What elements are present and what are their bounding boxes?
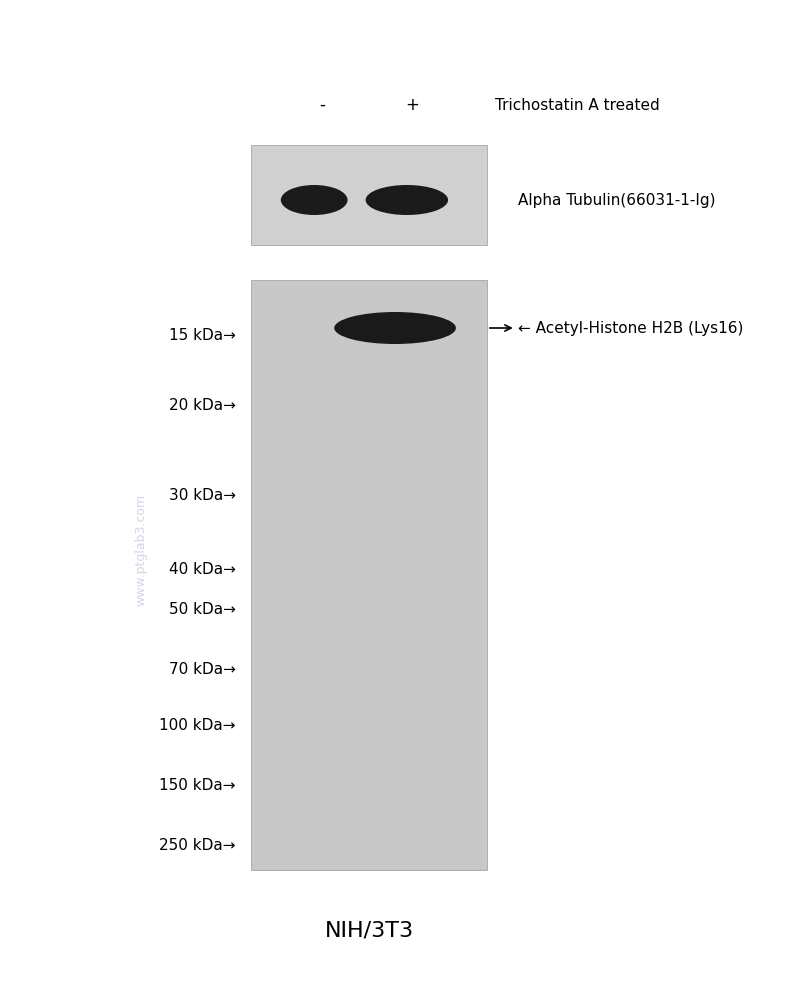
Text: 100 kDa→: 100 kDa→ [159,718,236,732]
Text: www.ptglab3.com: www.ptglab3.com [135,494,148,606]
Text: 50 kDa→: 50 kDa→ [169,602,236,617]
Text: 30 kDa→: 30 kDa→ [169,488,236,502]
Text: NIH/3T3: NIH/3T3 [325,920,414,940]
Text: 250 kDa→: 250 kDa→ [159,838,236,852]
Text: ← Acetyl-Histone H2B (Lys16): ← Acetyl-Histone H2B (Lys16) [490,320,744,336]
Ellipse shape [366,185,448,215]
Ellipse shape [281,185,347,215]
Text: 40 kDa→: 40 kDa→ [169,562,236,578]
FancyBboxPatch shape [251,145,487,245]
Text: -: - [319,96,325,114]
Text: 150 kDa→: 150 kDa→ [159,778,236,792]
Text: Alpha Tubulin(66031-1-Ig): Alpha Tubulin(66031-1-Ig) [518,192,716,208]
Text: 20 kDa→: 20 kDa→ [169,397,236,412]
Ellipse shape [334,312,456,344]
Text: 15 kDa→: 15 kDa→ [169,328,236,342]
Text: +: + [406,96,419,114]
FancyBboxPatch shape [251,280,487,870]
Text: 70 kDa→: 70 kDa→ [169,662,236,678]
Text: Trichostatin A treated: Trichostatin A treated [495,98,659,112]
